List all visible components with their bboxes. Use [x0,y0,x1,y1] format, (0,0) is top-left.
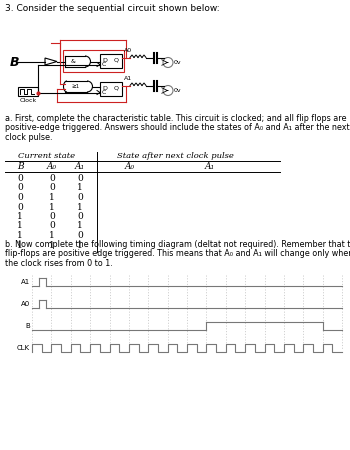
Text: 0: 0 [49,212,55,221]
Text: Q: Q [114,86,119,90]
Text: 0: 0 [17,174,23,183]
Text: C: C [102,62,106,67]
Text: Clock: Clock [19,98,37,103]
Text: CLK: CLK [17,345,30,351]
Text: ≥1: ≥1 [72,84,80,89]
Text: 0: 0 [17,193,23,202]
Text: a. First, complete the characteristic table. This circuit is clocked; and all fl: a. First, complete the characteristic ta… [5,114,346,123]
Text: 0v: 0v [174,88,182,93]
Text: A₀: A₀ [125,162,135,171]
Text: A₁: A₁ [205,162,215,171]
Text: 1: 1 [17,231,23,240]
Text: 0: 0 [49,221,55,230]
Text: positive-edge triggered. Answers should include the states of A₀ and A₁ after th: positive-edge triggered. Answers should … [5,123,350,132]
Text: D: D [102,58,107,63]
Text: Current state: Current state [19,152,76,160]
Text: 1: 1 [77,184,83,193]
Text: b. Now complete the following timing diagram (deltat not required). Remember tha: b. Now complete the following timing dia… [5,240,350,249]
FancyBboxPatch shape [100,82,122,96]
Text: 1: 1 [49,231,55,240]
Text: State after next clock pulse: State after next clock pulse [117,152,233,160]
Text: 1: 1 [77,221,83,230]
Text: C: C [102,90,106,95]
Text: 0: 0 [49,184,55,193]
Text: Q: Q [114,58,119,63]
Text: 1: 1 [17,212,23,221]
Text: 1: 1 [17,221,23,230]
Text: 3. Consider the sequential circuit shown below:: 3. Consider the sequential circuit shown… [5,4,220,13]
Text: 0v: 0v [174,60,182,65]
Text: 0: 0 [17,202,23,211]
Text: A0: A0 [21,301,30,307]
Text: flip-flops are positive edge triggered. This means that A₀ and A₁ will change on: flip-flops are positive edge triggered. … [5,249,350,258]
Text: 1: 1 [17,240,23,249]
Text: D: D [102,86,107,90]
Text: the clock rises from 0 to 1.: the clock rises from 0 to 1. [5,259,113,268]
Text: A1: A1 [21,279,30,285]
Text: 0: 0 [77,174,83,183]
Text: 0: 0 [17,184,23,193]
Text: 0: 0 [77,231,83,240]
Text: B: B [17,162,23,171]
Text: 0: 0 [77,212,83,221]
Text: 1: 1 [49,240,55,249]
Text: 1: 1 [49,193,55,202]
Text: A0: A0 [124,48,132,53]
FancyBboxPatch shape [18,87,38,96]
Text: clock pulse.: clock pulse. [5,133,52,142]
Text: B: B [10,55,20,68]
Text: 1: 1 [49,202,55,211]
Text: A₀: A₀ [47,162,57,171]
FancyBboxPatch shape [100,54,122,68]
Text: A₁: A₁ [75,162,85,171]
Text: 1: 1 [77,240,83,249]
Text: 1: 1 [77,202,83,211]
Text: 0: 0 [77,193,83,202]
Text: &: & [71,59,76,64]
Text: 0: 0 [49,174,55,183]
Text: B: B [25,323,30,329]
Text: A1: A1 [124,76,132,81]
